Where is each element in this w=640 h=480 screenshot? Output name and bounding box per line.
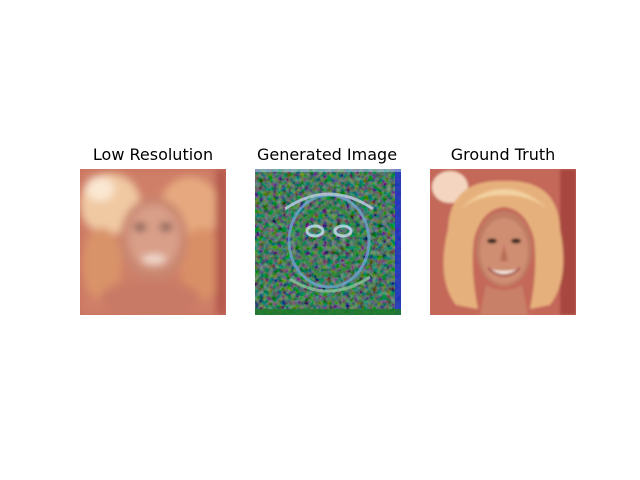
generated-image	[255, 169, 401, 315]
panel-title-low-resolution: Low Resolution	[92, 145, 214, 164]
ground-truth-image	[430, 169, 576, 315]
low-resolution-image	[80, 169, 226, 315]
low-resolution-face-picture	[80, 169, 226, 315]
ground-truth-face-picture	[430, 169, 576, 315]
panel-title-ground-truth: Ground Truth	[450, 145, 556, 164]
generated-noise-picture	[255, 169, 401, 315]
panel-title-generated-image: Generated Image	[256, 145, 398, 164]
